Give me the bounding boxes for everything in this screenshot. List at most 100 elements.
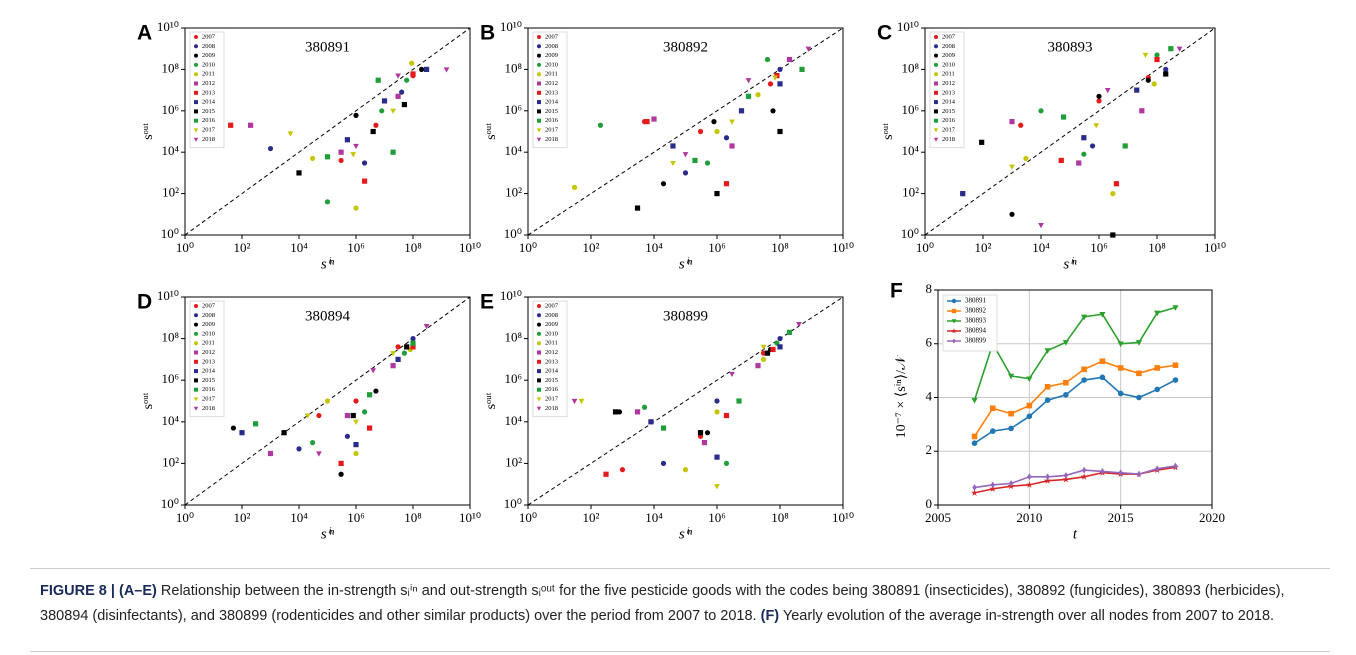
- point: [729, 143, 735, 149]
- point: [777, 336, 783, 342]
- point: [309, 155, 316, 162]
- y-tick-label: 10⁰: [504, 496, 522, 511]
- point: [714, 409, 720, 415]
- y-tick-label: 10⁶: [504, 102, 522, 117]
- point: [316, 451, 322, 457]
- point: [423, 66, 430, 72]
- legend-marker: [537, 90, 541, 95]
- legend-marker: [194, 378, 198, 383]
- y-tick-label: 10²: [902, 185, 919, 200]
- point: [353, 112, 359, 118]
- x-tick-label: 10⁶: [1090, 240, 1108, 255]
- point: [1172, 377, 1179, 383]
- x-tick-label: 10²: [234, 240, 251, 255]
- point: [745, 93, 752, 99]
- x-tick-label: 10⁶: [347, 240, 365, 255]
- point: [1163, 66, 1169, 72]
- legend: [532, 300, 568, 418]
- caption-ref: (F): [760, 608, 780, 624]
- legend-marker: [193, 128, 199, 133]
- legend-marker: [537, 53, 541, 58]
- point: [390, 363, 396, 369]
- point: [1176, 46, 1183, 52]
- point: [361, 160, 368, 166]
- panel-title: 380892: [663, 39, 708, 55]
- line: [973, 360, 1176, 437]
- point: [648, 419, 654, 425]
- point: [805, 46, 812, 52]
- legend-marker: [934, 53, 938, 58]
- point: [714, 454, 720, 460]
- point: [971, 433, 978, 440]
- point: [247, 122, 254, 128]
- point: [1134, 87, 1140, 93]
- point: [350, 412, 356, 419]
- point: [410, 71, 416, 77]
- legend-label: 2007: [545, 33, 559, 40]
- legend-marker: [537, 341, 541, 346]
- point: [239, 430, 245, 436]
- legend-label: 2013: [545, 358, 558, 365]
- point: [714, 398, 720, 404]
- point: [972, 484, 977, 491]
- point: [267, 145, 274, 152]
- point: [616, 409, 623, 415]
- point: [697, 430, 704, 436]
- point: [1142, 52, 1149, 59]
- y-tick-label: 10⁴: [161, 143, 179, 158]
- point: [1044, 477, 1052, 484]
- legend-label: 380891: [965, 297, 987, 305]
- x-tick-label: 10²: [583, 240, 600, 255]
- point: [395, 73, 401, 79]
- point: [786, 56, 793, 63]
- point: [404, 77, 410, 83]
- x-tick-label: 10²: [583, 510, 600, 525]
- legend-label: 2014: [202, 99, 216, 106]
- legend-label: 2018: [202, 405, 215, 412]
- y-tick-label: 10⁶: [161, 102, 179, 117]
- point: [353, 398, 359, 404]
- point: [304, 413, 311, 419]
- point: [409, 60, 415, 66]
- point: [338, 157, 344, 164]
- point: [1063, 472, 1069, 479]
- plot-frame: [924, 27, 1216, 236]
- y-axis-label: sᵒᵘᵗ: [484, 123, 499, 140]
- x-tick-label: 10¹⁰: [459, 240, 481, 255]
- legend-marker: [194, 341, 198, 346]
- x-axis-label: sⁱⁿ: [679, 526, 693, 542]
- legend-label: 2016: [545, 386, 559, 393]
- point: [772, 75, 778, 81]
- legend-label: 2007: [202, 33, 216, 40]
- point: [1080, 473, 1088, 480]
- point: [1063, 379, 1069, 386]
- point: [714, 191, 720, 197]
- legend-label: 2014: [545, 368, 559, 375]
- legend-marker: [194, 387, 198, 392]
- point: [1118, 469, 1123, 477]
- point: [1100, 468, 1105, 475]
- legend-label: 2016: [202, 386, 216, 393]
- point: [1136, 370, 1142, 377]
- y-tick-label: 10⁶: [901, 102, 919, 117]
- legend-label: 2017: [545, 126, 559, 133]
- point: [370, 368, 377, 374]
- caption-text: Yearly evolution of the average in-stren…: [782, 608, 1275, 624]
- y-tick-label: 10⁰: [161, 226, 179, 241]
- point: [287, 131, 294, 137]
- legend-label: 2015: [202, 108, 215, 115]
- legend-label: 2010: [202, 61, 215, 68]
- point: [692, 157, 698, 164]
- point: [755, 363, 761, 369]
- legend-label: 2010: [942, 61, 955, 68]
- point: [723, 412, 730, 419]
- point: [1063, 392, 1069, 398]
- legend-marker: [951, 328, 957, 334]
- legend-marker: [536, 406, 542, 411]
- legend-marker: [537, 304, 541, 308]
- legend-marker: [537, 331, 541, 336]
- legend-marker: [934, 100, 938, 105]
- point: [796, 321, 802, 328]
- point: [404, 344, 410, 350]
